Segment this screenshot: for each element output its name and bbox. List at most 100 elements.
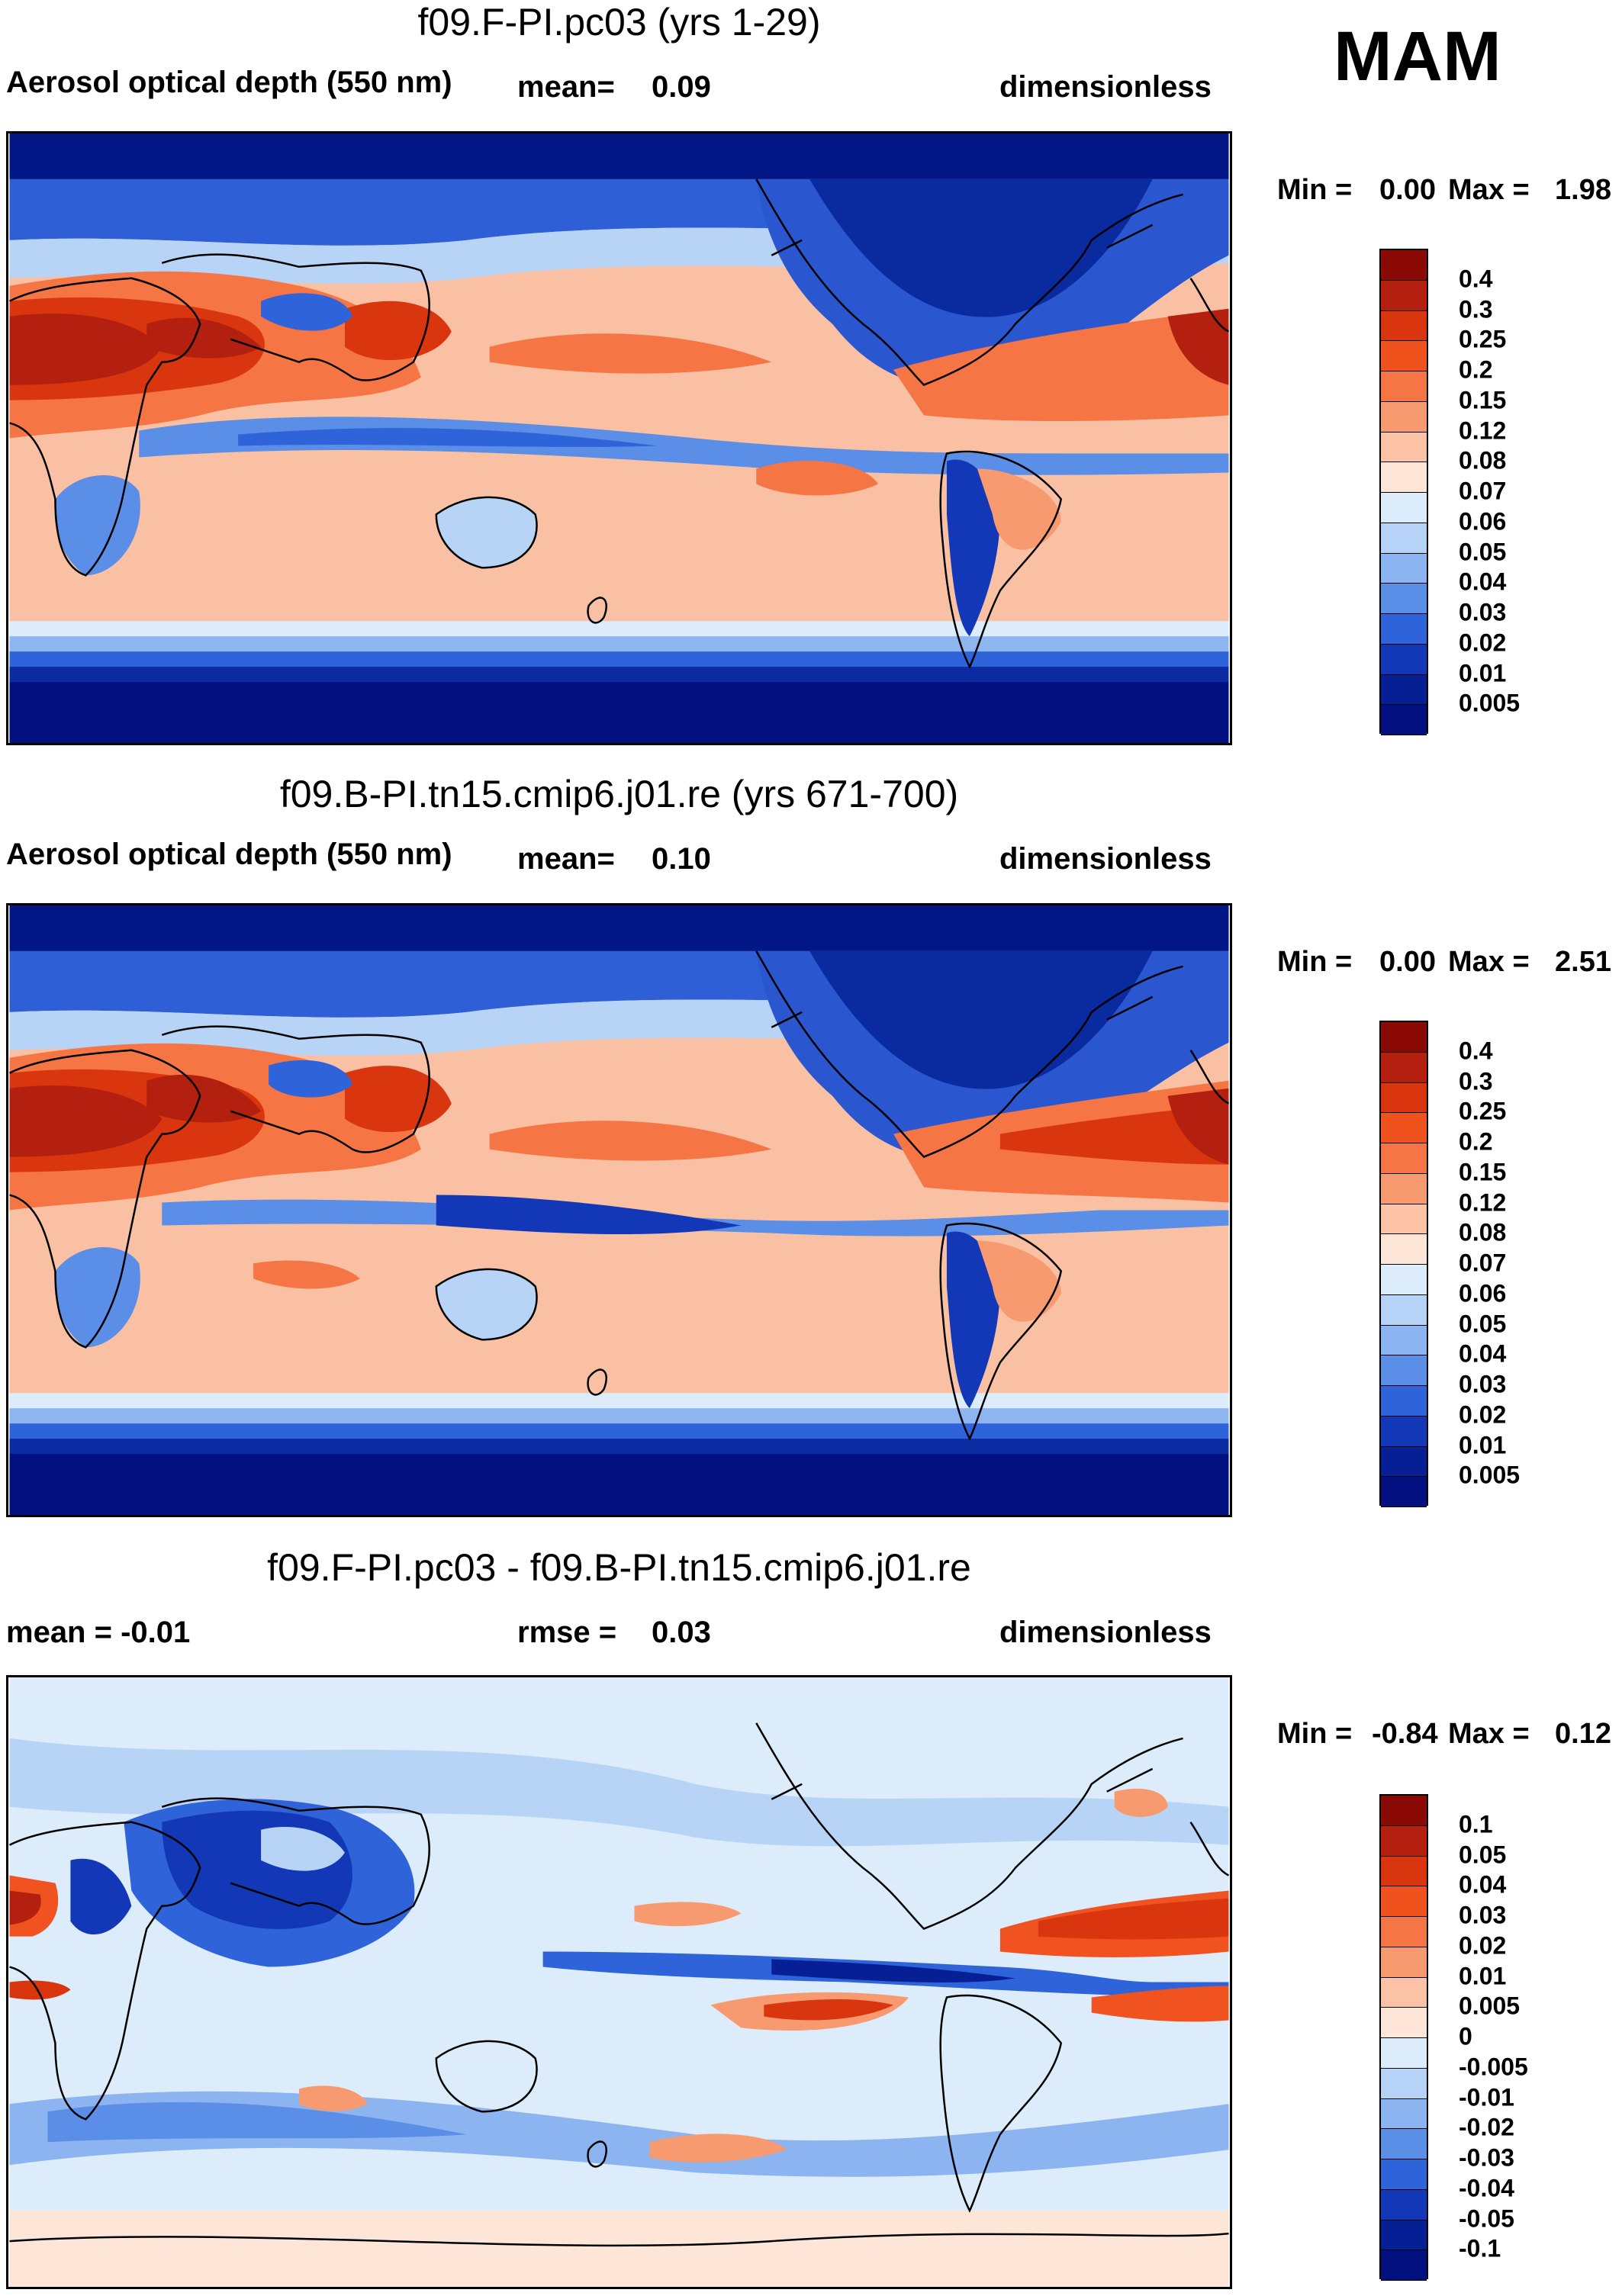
panel-1-colorbar-segment [1381,432,1427,463]
panel-1-colorbar-segment [1381,705,1427,735]
panel-2-colorbar-segment [1381,1234,1427,1265]
panel-3-colorbar-segment [1381,2159,1427,2190]
panel-3-colorbar-label: -0.01 [1459,2083,1514,2111]
panel-1-colorbar-segment [1381,553,1427,584]
panel-3-colorbar-segment [1381,2008,1427,2038]
panel-1-colorbar-label: 0.05 [1459,538,1507,565]
panel-1-colorbar-segment [1381,644,1427,675]
panel-1-colorbar [1379,249,1428,735]
panel-2-min-label: Min = [1277,946,1353,978]
panel-1-colorbar-label: 0.02 [1459,629,1507,657]
panel-3-rmse-label: rmse = [517,1616,617,1649]
panel-2-colorbar-segment [1381,1294,1427,1326]
panel-1-title: f09.F-PI.pc03 (yrs 1-29) [417,1,821,43]
panel-3-max-value: 0.12 [1555,1718,1611,1750]
season-label: MAM [1334,18,1501,95]
panel-3-colorbar-segment [1381,1977,1427,2008]
panel-1-mean-label: mean= [517,70,615,104]
panel-2-colorbar-label: 0.12 [1459,1188,1507,1216]
panel-1-colorbar-label: 0.15 [1459,386,1507,414]
panel-3-colorbar-segment [1381,2250,1427,2281]
panel-3-colorbar-label: -0.1 [1459,2234,1501,2262]
panel-2-colorbar-segment [1381,1416,1427,1447]
panel-1-colorbar-segment [1381,462,1427,493]
coastlines [8,178,1230,669]
panel-3-colorbar-segment [1381,2038,1427,2069]
panel-3-colorbar-label: -0.05 [1459,2204,1514,2232]
panel-1-colorbar-segment [1381,493,1427,523]
panel-3-colorbar-label: 0.1 [1459,1810,1493,1838]
panel-2-colorbar-segment [1381,1113,1427,1143]
panel-3-rmse-value: 0.03 [652,1616,711,1649]
panel-1-colorbar-label: 0.3 [1459,295,1493,323]
panel-1-colorbar-segment [1381,371,1427,402]
panel-3-max-label: Max = [1448,1718,1530,1750]
panel-3-colorbar-label: 0.04 [1459,1870,1507,1899]
panel-2-colorbar-segment [1381,1386,1427,1417]
panel-3-colorbar-segment [1381,2220,1427,2251]
panel-2-colorbar-label: 0.2 [1459,1127,1493,1156]
coastlines [8,950,1230,1441]
panel-1-colorbar-segment [1381,584,1427,614]
panel-1-colorbar-label: 0.4 [1459,265,1493,293]
panel-1-colorbar-segment [1381,250,1427,281]
panel-3-map [6,1675,1232,2289]
panel-3-colorbar-label: 0.02 [1459,1931,1507,1960]
panel-3-colorbar-label: 0.01 [1459,1962,1507,1989]
panel-3-colorbar-segment [1381,2129,1427,2159]
panel-2-max-value: 2.51 [1555,946,1611,978]
panel-1-colorbar-label: 0.25 [1459,325,1507,353]
panel-1-colorbar-segment [1381,310,1427,342]
panel-1-colorbar-segment [1381,280,1427,311]
panel-2-colorbar-segment [1381,1355,1427,1386]
panel-2-colorbar-segment [1381,1022,1427,1053]
panel-1-variable: Aerosol optical depth (550 nm) [6,66,452,99]
panel-2-colorbar-label: 0.01 [1459,1431,1507,1458]
panel-2-colorbar-segment [1381,1052,1427,1083]
panel-2-colorbar-label: 0.4 [1459,1037,1493,1065]
panel-2-min-value: 0.00 [1379,946,1436,978]
panel-3-colorbar [1379,1794,1428,2281]
panel-3-colorbar-label: -0.005 [1459,2053,1528,2081]
panel-2-units: dimensionless [999,842,1212,876]
panel-1-mean-value: 0.09 [652,70,711,104]
panel-2-colorbar-label: 0.25 [1459,1097,1507,1125]
panel-3-colorbar-segment [1381,1825,1427,1857]
panel-2-colorbar-label: 0.06 [1459,1279,1507,1307]
panel-3-colorbar-label: 0 [1459,2022,1472,2050]
panel-2-colorbar-label: 0.03 [1459,1370,1507,1398]
panel-2-title: f09.B-PI.tn15.cmip6.j01.re (yrs 671-700) [279,773,959,815]
panel-1-colorbar-segment [1381,523,1427,554]
panel-2-colorbar-segment [1381,1143,1427,1174]
panel-1-colorbar-label: 0.12 [1459,416,1507,444]
panel-2-colorbar-label: 0.3 [1459,1067,1493,1095]
panel-1-colorbar-label: 0.06 [1459,507,1507,535]
panel-1-min-label: Min = [1277,174,1353,206]
panel-3-colorbar-label: 0.03 [1459,1901,1507,1929]
panel-2-colorbar-segment [1381,1204,1427,1235]
panel-3-colorbar-segment [1381,1917,1427,1947]
panel-2-colorbar-segment [1381,1477,1427,1507]
panel-2-colorbar-segment [1381,1446,1427,1478]
panel-2-colorbar-label: 0.15 [1459,1158,1507,1186]
panel-1-colorbar-label: 0.005 [1459,689,1521,717]
panel-1-colorbar-segment [1381,401,1427,433]
panel-3-colorbar-segment [1381,2189,1427,2220]
panel-2-colorbar-segment [1381,1173,1427,1204]
panel-2-colorbar-segment [1381,1082,1427,1114]
panel-1-max-value: 1.98 [1555,174,1611,206]
panel-3-colorbar-label: 0.05 [1459,1841,1507,1868]
panel-1-colorbar-label: 0.03 [1459,598,1507,626]
panel-1-max-label: Max = [1448,174,1530,206]
coastlines [8,1722,1230,2247]
panel-1-colorbar-label: 0.01 [1459,659,1507,687]
panel-2-colorbar-segment [1381,1265,1427,1295]
panel-3-colorbar-segment [1381,1796,1427,1826]
panel-3-colorbar-segment [1381,1947,1427,1978]
panel-1-colorbar-label: 0.08 [1459,446,1507,474]
panel-2-colorbar-label: 0.02 [1459,1400,1507,1429]
panel-3-colorbar-segment [1381,2068,1427,2099]
panel-2-colorbar-label: 0.05 [1459,1310,1507,1337]
panel-2-colorbar-label: 0.08 [1459,1218,1507,1246]
panel-2-colorbar-label: 0.04 [1459,1339,1507,1368]
